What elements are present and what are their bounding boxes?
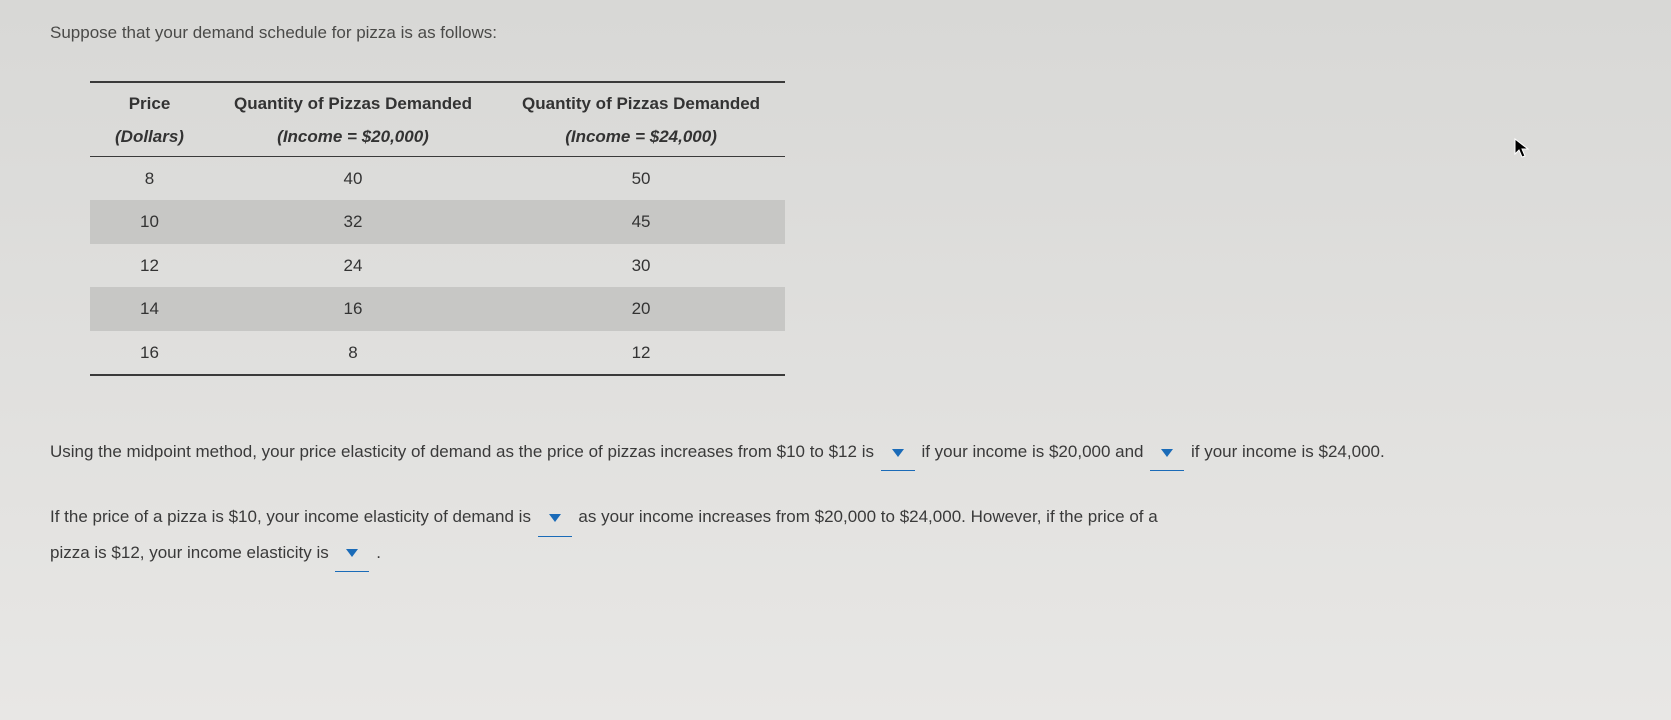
table-row: 103245 (90, 200, 785, 244)
subheader-qty-24k: (Income = $24,000) (497, 120, 785, 156)
table-row: 84050 (90, 156, 785, 200)
question-1: Using the midpoint method, your price el… (50, 436, 1621, 471)
table-cell: 14 (90, 287, 209, 331)
subheader-qty-20k: (Income = $20,000) (209, 120, 497, 156)
table-cell: 10 (90, 200, 209, 244)
q2-text-2: as your income increases from $20,000 to… (578, 507, 1157, 526)
subheader-price: (Dollars) (90, 120, 209, 156)
table-row: 122430 (90, 244, 785, 288)
table-cell: 50 (497, 156, 785, 200)
mouse-cursor-icon (1513, 138, 1531, 160)
table-cell: 8 (90, 156, 209, 200)
table-cell: 30 (497, 244, 785, 288)
question-2: If the price of a pizza is $10, your inc… (50, 501, 1621, 572)
table-cell: 8 (209, 331, 497, 376)
chevron-down-icon (1160, 448, 1174, 458)
q2-text-4: . (376, 543, 381, 562)
table-cell: 12 (90, 244, 209, 288)
table-cell: 32 (209, 200, 497, 244)
header-price: Price (90, 82, 209, 121)
dropdown-income-elasticity-12[interactable] (335, 537, 369, 572)
q1-text-1: Using the midpoint method, your price el… (50, 442, 879, 461)
table-cell: 45 (497, 200, 785, 244)
demand-schedule-table: Price Quantity of Pizzas Demanded Quanti… (90, 81, 1621, 377)
chevron-down-icon (548, 513, 562, 523)
header-qty-24k: Quantity of Pizzas Demanded (497, 82, 785, 121)
q2-text-1: If the price of a pizza is $10, your inc… (50, 507, 536, 526)
table-cell: 12 (497, 331, 785, 376)
header-qty-20k: Quantity of Pizzas Demanded (209, 82, 497, 121)
dropdown-income-elasticity-10[interactable] (538, 501, 572, 536)
table-cell: 40 (209, 156, 497, 200)
intro-text: Suppose that your demand schedule for pi… (50, 20, 1621, 46)
table-row: 141620 (90, 287, 785, 331)
q1-text-3: if your income is $24,000. (1191, 442, 1385, 461)
dropdown-elasticity-24k[interactable] (1150, 436, 1184, 471)
dropdown-elasticity-20k[interactable] (881, 436, 915, 471)
table-cell: 20 (497, 287, 785, 331)
q1-text-2: if your income is $20,000 and (921, 442, 1148, 461)
q2-text-3: pizza is $12, your income elasticity is (50, 543, 333, 562)
table-cell: 24 (209, 244, 497, 288)
chevron-down-icon (891, 448, 905, 458)
table-cell: 16 (90, 331, 209, 376)
table-row: 16812 (90, 331, 785, 376)
table-cell: 16 (209, 287, 497, 331)
chevron-down-icon (345, 548, 359, 558)
